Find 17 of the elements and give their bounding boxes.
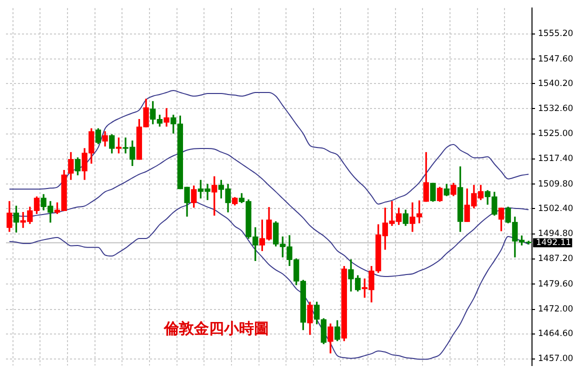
line-series <box>8 90 530 205</box>
y-tick-label: 1555.20 <box>538 29 574 40</box>
y-tick-label: 1487.20 <box>538 254 574 264</box>
ref-line-label: 1492.11 <box>536 238 572 248</box>
y-tick-label: 1479.60 <box>538 279 574 290</box>
y-tick-label: 1457.00 <box>538 354 574 364</box>
y-tick-label: 1540.20 <box>538 78 574 89</box>
y-tick-label: 1547.60 <box>538 54 574 64</box>
y-tick-label: 1532.60 <box>538 104 574 114</box>
y-tick-label: 1494.80 <box>538 229 574 240</box>
y-tick-label: 1464.60 <box>538 329 574 340</box>
y-tick-label: 1525.00 <box>538 129 574 140</box>
y-tick-label: 1472.00 <box>538 304 574 315</box>
y-tick-label: 1509.80 <box>538 179 574 190</box>
y-tick-label: 1502.40 <box>538 204 574 214</box>
annotation: 倫敦金四小時圖 <box>162 320 269 338</box>
y-tick-label: 1517.40 <box>538 154 574 164</box>
